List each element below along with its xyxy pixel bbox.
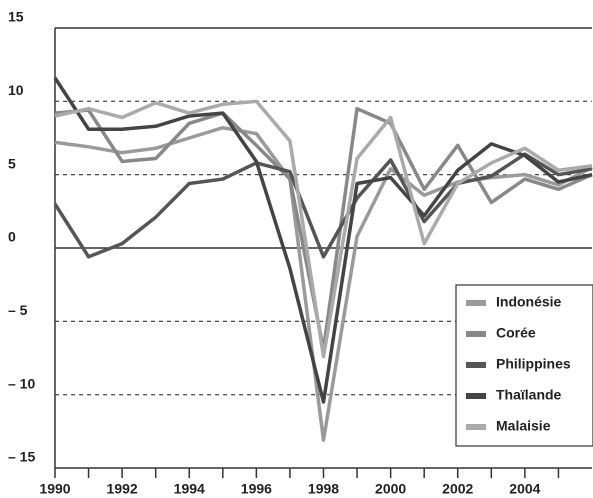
x-tick-label: 1994	[174, 481, 205, 497]
y-tick-label: – 15	[8, 449, 35, 465]
legend-label: Philippines	[496, 356, 571, 372]
y-tick-label: – 5	[8, 302, 28, 318]
legend-label: Corée	[496, 325, 536, 341]
x-tick-label: 1990	[39, 481, 70, 497]
series-line	[53, 152, 593, 259]
legend-label: Indonésie	[496, 294, 562, 310]
y-tick-label: 5	[8, 155, 16, 171]
series-line	[54, 99, 593, 359]
series-line	[53, 76, 593, 404]
x-tick-label: 2002	[442, 481, 473, 497]
legend-label: Malaisie	[496, 418, 551, 434]
y-tick-label: – 10	[8, 375, 35, 391]
x-tick-label: 2000	[375, 481, 406, 497]
y-tick-label: 10	[8, 82, 24, 98]
x-tick-label: 1996	[241, 481, 272, 497]
x-tick-label: 2004	[509, 481, 540, 497]
y-tick-label: 0	[8, 229, 16, 245]
legend: Indonésie Corée Philippines Thaïlande Malais…	[455, 284, 593, 447]
series-line	[54, 125, 593, 442]
legend-label: Thaïlande	[496, 387, 562, 403]
x-tick-label: 1998	[308, 481, 339, 497]
y-tick-label: 15	[8, 9, 24, 25]
x-tick-label: 1992	[107, 481, 138, 497]
